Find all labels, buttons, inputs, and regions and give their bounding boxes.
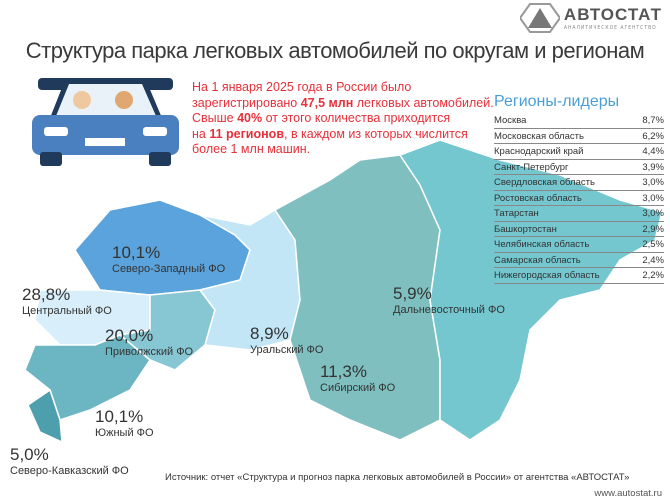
leader-row: Москва 8,7% (494, 113, 664, 129)
source-note: Источник: отчет «Структура и прогноз пар… (165, 472, 630, 483)
intro-text: На 1 января 2025 года в России было заре… (192, 80, 494, 156)
district-ncauc (27, 388, 63, 444)
district-south (24, 334, 151, 421)
leader-row: Свердловская область 3,0% (494, 175, 664, 191)
leader-row: Ростовская область 3,0% (494, 191, 664, 206)
district-label-central: 28,8% Центральный ФО (22, 285, 112, 317)
district-label-ncauc: 5,0% Северо-Кавказский ФО (10, 445, 129, 477)
leader-row: Нижегородская область 2,2% (494, 268, 664, 284)
leader-row: Башкортостан 2,9% (494, 222, 664, 237)
leader-row: Краснодарский край 4,4% (494, 144, 664, 160)
brand-logo: АВТОСТАТ АНАЛИТИЧЕСКОЕ АГЕНТСТВО (519, 2, 662, 34)
leader-row: Самарская область 2,4% (494, 253, 664, 268)
leader-row: Челябинская область 2,5% (494, 237, 664, 253)
district-label-nw: 10,1% Северо-Западный ФО (112, 243, 226, 275)
leader-regions-table: Регионы-лидеры Москва 8,7% Московская обла… (494, 93, 664, 284)
district-label-ural: 8,9% Уральский ФО (250, 324, 324, 356)
leader-row: Татарстан 3,0% (494, 206, 664, 222)
district-fareast (398, 139, 663, 441)
page-title: Структура парка легковых автомобилей по … (25, 38, 645, 63)
website-link[interactable]: www.autostat.ru (594, 488, 662, 499)
district-label-fareast: 5,9% Дальневосточный ФО (393, 284, 505, 316)
brand-name: АВТОСТАТ (563, 5, 662, 24)
leader-row: Московская область 6,2% (494, 129, 664, 144)
district-label-siberia: 11,3% Сибирский ФО (320, 362, 396, 394)
brand-tagline: АНАЛИТИЧЕСКОЕ АГЕНТСТВО (563, 25, 657, 31)
leaders-title: Регионы-лидеры (494, 93, 620, 110)
district-label-volga: 20,0% Приволжский ФО (105, 326, 194, 358)
car-illustration (32, 78, 179, 166)
leader-row: Санкт-Петербург 3,9% (494, 160, 664, 175)
logo-icon (519, 3, 560, 33)
district-label-south: 10,1% Южный ФО (95, 407, 154, 439)
